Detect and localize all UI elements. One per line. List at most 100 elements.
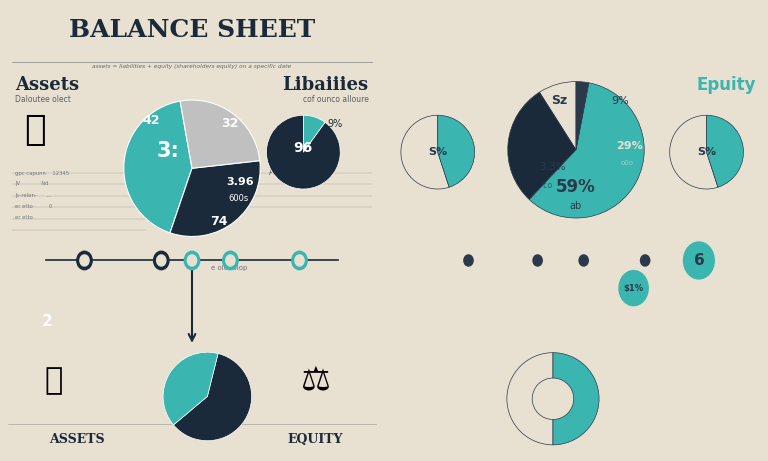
Circle shape	[530, 251, 545, 270]
Text: 3.96: 3.96	[226, 177, 253, 187]
Text: noincd biowo: noincd biowo	[396, 95, 446, 104]
Text: EQUITY: EQUITY	[572, 428, 618, 438]
Text: Go mee od: Go mee od	[396, 204, 424, 209]
Circle shape	[684, 242, 714, 279]
Text: biowo: biowo	[396, 227, 411, 232]
Circle shape	[637, 251, 653, 270]
Wedge shape	[670, 115, 718, 189]
Text: 40: 40	[733, 255, 746, 266]
Text: Doabco       Bopco: Doabco Bopco	[595, 171, 643, 176]
Wedge shape	[508, 92, 576, 200]
Text: Libaiiies: Libaiiies	[283, 76, 369, 94]
Wedge shape	[163, 352, 218, 425]
Circle shape	[80, 255, 89, 266]
Wedge shape	[576, 82, 589, 150]
Text: 29%: 29%	[616, 142, 643, 151]
Text: 🚚: 🚚	[45, 366, 63, 395]
Wedge shape	[401, 115, 449, 189]
Text: JV             Nd: JV Nd	[15, 181, 49, 186]
Text: 59%: 59%	[556, 178, 596, 196]
Text: Qin          ...: Qin ...	[595, 181, 625, 186]
Wedge shape	[170, 161, 260, 236]
Text: BALANCE SHEET: BALANCE SHEET	[69, 18, 315, 42]
Text: t.o: t.o	[542, 181, 552, 190]
Text: 3:: 3:	[157, 141, 180, 161]
Circle shape	[77, 251, 92, 270]
Text: 9%: 9%	[611, 96, 629, 106]
Text: CASH FLOW STATEMENT: CASH FLOW STATEMENT	[425, 18, 727, 38]
Text: $1%: $1%	[624, 284, 644, 293]
Text: Jlo Jia,       ..: Jlo Jia, ..	[396, 181, 425, 186]
Wedge shape	[707, 115, 743, 187]
Text: 🏛: 🏛	[24, 113, 45, 147]
Text: CAEN FLOW & CASI: CAEN FLOW & CASI	[419, 443, 487, 449]
Wedge shape	[529, 83, 644, 218]
Text: ADODE: ADODE	[269, 168, 300, 177]
Circle shape	[226, 255, 235, 266]
Text: ASSETS: ASSETS	[49, 433, 104, 446]
Text: 9%: 9%	[327, 119, 343, 130]
Text: ⚖: ⚖	[713, 366, 730, 385]
Text: 3.3%: 3.3%	[539, 162, 565, 172]
Text: ⚖: ⚖	[300, 364, 329, 397]
Text: okenmo: okenmo	[595, 215, 617, 220]
Circle shape	[292, 251, 307, 270]
Text: 42: 42	[142, 114, 160, 127]
Circle shape	[223, 251, 238, 270]
Circle shape	[157, 255, 166, 266]
Text: tilo baib bio   .: tilo baib bio .	[396, 193, 433, 198]
Circle shape	[464, 255, 473, 266]
Text: Daloutee olect: Daloutee olect	[15, 95, 71, 104]
Wedge shape	[553, 353, 599, 445]
Text: ab: ab	[570, 201, 582, 211]
Text: e olo  olop: e olo olop	[211, 265, 247, 271]
Text: 32: 32	[221, 118, 238, 130]
Text: assets = liabilities + equity (shareholders equity) on a specific date: assets = liabilities + equity (sharehold…	[92, 64, 292, 69]
Text: Epuity: Epuity	[697, 76, 756, 94]
Text: er etto          0: er etto 0	[15, 204, 53, 209]
Text: cof ounco alloure: cof ounco alloure	[303, 95, 369, 104]
Text: Libulties: Libulties	[396, 76, 476, 94]
Text: Sz: Sz	[551, 94, 567, 107]
Circle shape	[619, 271, 648, 306]
Circle shape	[576, 251, 591, 270]
Circle shape	[461, 251, 476, 270]
Circle shape	[187, 255, 197, 266]
Text: Jfle-: Jfle-	[595, 204, 605, 209]
Text: noincd: noincd	[396, 215, 413, 220]
Text: EQUITY: EQUITY	[287, 433, 343, 446]
Text: er etto: er etto	[15, 215, 33, 220]
Circle shape	[184, 251, 200, 270]
Text: Jli laib-    ..: Jli laib- ..	[595, 193, 623, 198]
Circle shape	[579, 255, 588, 266]
Text: gpc capunn    12345: gpc capunn 12345	[15, 171, 69, 176]
Circle shape	[533, 255, 542, 266]
Circle shape	[154, 251, 169, 270]
Text: Assets: Assets	[15, 76, 79, 94]
Circle shape	[641, 255, 650, 266]
Circle shape	[295, 255, 304, 266]
Text: EQUITY: EQUITY	[699, 428, 745, 438]
Text: 74: 74	[210, 215, 228, 228]
Wedge shape	[539, 82, 576, 150]
Text: EEUTY: EEUTY	[433, 428, 473, 438]
Wedge shape	[507, 353, 553, 445]
Wedge shape	[303, 115, 325, 152]
Text: Liobirn        ...: Liobirn ...	[396, 171, 432, 176]
Text: ⚖: ⚖	[429, 366, 446, 385]
Text: 2: 2	[41, 314, 52, 329]
Text: o0o: o0o	[621, 160, 634, 166]
Text: Jv-relen-      ...: Jv-relen- ...	[15, 193, 51, 198]
Wedge shape	[180, 100, 260, 168]
Text: 96: 96	[293, 142, 313, 155]
Text: 6: 6	[694, 253, 704, 268]
Text: S%: S%	[429, 147, 447, 157]
Text: con: con	[160, 167, 177, 177]
Wedge shape	[124, 101, 192, 233]
Text: how much cash is generated by operating, investing and financing activities: how much cash is generated by operating,…	[463, 64, 689, 69]
Wedge shape	[266, 115, 340, 189]
Wedge shape	[174, 354, 252, 441]
Text: ⚖: ⚖	[479, 366, 496, 385]
Text: S%: S%	[697, 147, 716, 157]
Text: aunnlo okenmo: aunnlo okenmo	[697, 95, 756, 104]
